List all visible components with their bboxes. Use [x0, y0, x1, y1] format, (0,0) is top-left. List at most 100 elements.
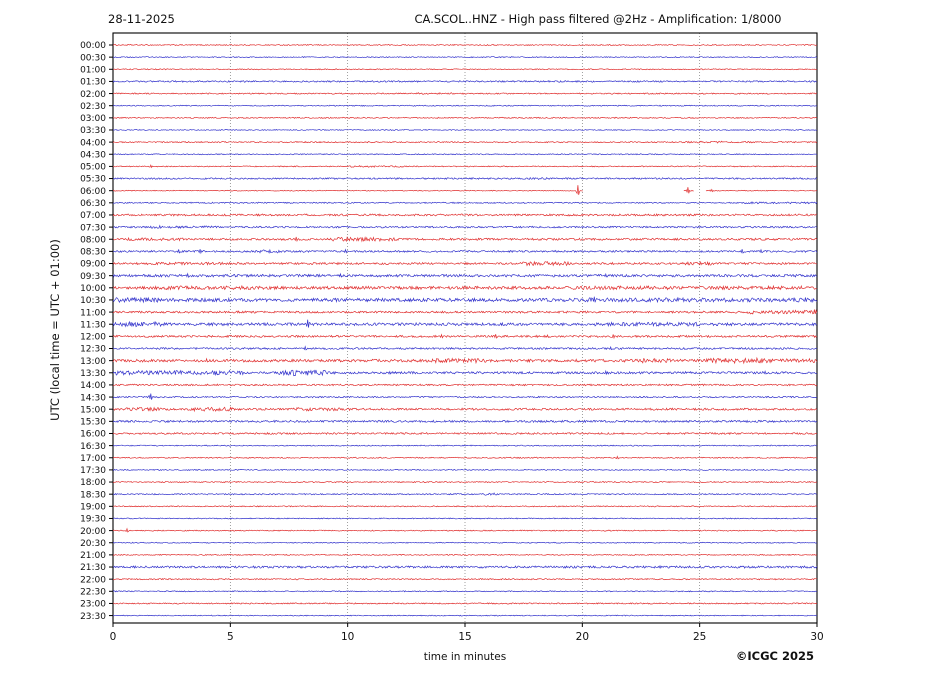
- trace-row-13:30: [112, 369, 818, 377]
- y-tick-label: 07:00: [80, 211, 106, 221]
- y-tick-label: 14:00: [80, 381, 106, 391]
- x-tick-label: 0: [110, 631, 117, 643]
- trace-row-04:00: [112, 140, 818, 144]
- y-tick-label: 00:30: [80, 53, 106, 63]
- trace-row-03:30: [112, 129, 817, 131]
- trace-row-19:00: [112, 505, 817, 508]
- trace-row-01:00: [112, 68, 818, 71]
- trace-row-00:30: [112, 56, 818, 59]
- y-tick-label: 05:00: [80, 163, 106, 173]
- trace-row-08:30: [112, 248, 818, 255]
- trace-row-04:30: [112, 153, 817, 156]
- y-tick-label: 11:00: [80, 308, 106, 318]
- trace-row-12:30: [112, 345, 818, 351]
- y-tick-label: 08:00: [80, 235, 106, 245]
- trace-row-15:30: [112, 419, 818, 424]
- y-tick-label: 12:00: [80, 333, 106, 343]
- trace-row-05:30: [112, 176, 818, 181]
- y-tick-label: 21:30: [80, 563, 106, 573]
- trace-row-15:00: [112, 406, 818, 413]
- y-tick-label: 06:00: [80, 187, 106, 197]
- trace-row-22:00: [112, 578, 817, 581]
- y-tick-label: 22:30: [80, 588, 106, 598]
- y-tick-label: 04:00: [80, 138, 106, 148]
- y-tick-label: 18:30: [80, 490, 106, 500]
- y-tick-label: 03:30: [80, 126, 106, 136]
- y-tick-label: 11:30: [80, 320, 106, 330]
- y-tick-label: 07:30: [80, 223, 106, 233]
- trace-row-19:30: [112, 517, 818, 520]
- y-tick-label: 04:30: [80, 150, 106, 160]
- trace-row-09:00: [112, 260, 817, 267]
- y-tick-label: 20:30: [80, 539, 106, 549]
- trace-row-13:00: [112, 356, 818, 365]
- y-tick-label: 10:00: [80, 284, 106, 294]
- y-tick-label: 23:30: [80, 612, 106, 622]
- y-tick-label: 15:00: [80, 405, 106, 415]
- x-tick-label: 20: [576, 631, 589, 643]
- trace-row-20:00: [112, 527, 818, 533]
- y-tick-label: 13:30: [80, 369, 106, 379]
- trace-row-10:30: [112, 296, 818, 304]
- trace-row-06:00: [112, 185, 817, 195]
- trace-row-23:30: [112, 614, 817, 617]
- trace-row-21:00: [112, 553, 817, 556]
- trace-row-10:00: [112, 284, 817, 291]
- header-title: CA.SCOL..HNZ - High pass filtered @2Hz -…: [414, 12, 782, 26]
- trace-row-18:30: [113, 492, 817, 496]
- y-tick-label: 15:30: [80, 418, 106, 428]
- y-tick-label: 08:30: [80, 248, 106, 258]
- trace-row-11:00: [112, 309, 818, 315]
- y-tick-label: 19:00: [80, 503, 106, 513]
- y-tick-label: 20:00: [80, 527, 106, 537]
- trace-row-20:30: [113, 541, 817, 544]
- trace-row-21:30: [112, 564, 818, 569]
- trace-row-02:30: [112, 104, 818, 107]
- copyright-text: ©ICGC 2025: [735, 649, 814, 663]
- y-tick-label: 05:30: [80, 175, 106, 185]
- y-tick-label: 23:00: [80, 600, 106, 610]
- trace-row-14:00: [112, 383, 818, 387]
- trace-row-03:00: [112, 116, 818, 119]
- x-axis-label: time in minutes: [423, 651, 507, 663]
- x-tick-label: 15: [458, 631, 471, 643]
- header-date: 28-11-2025: [108, 12, 175, 26]
- y-tick-label: 18:00: [80, 478, 106, 488]
- trace-row-09:30: [112, 272, 818, 278]
- x-tick-label: 30: [810, 631, 823, 643]
- trace-row-05:00: [112, 164, 817, 169]
- y-tick-label: 01:00: [80, 65, 106, 75]
- y-tick-label: 14:30: [80, 393, 106, 403]
- trace-row-16:00: [112, 431, 817, 436]
- y-tick-label: 09:30: [80, 272, 106, 282]
- trace-row-23:00: [112, 602, 818, 605]
- x-tick-label: 25: [693, 631, 706, 643]
- y-tick-label: 09:00: [80, 260, 106, 270]
- trace-row-17:30: [112, 468, 818, 471]
- trace-row-01:30: [112, 80, 817, 83]
- y-tick-label: 03:00: [80, 114, 106, 124]
- y-tick-label: 13:00: [80, 357, 106, 367]
- y-tick-label: 16:00: [80, 430, 106, 440]
- y-tick-label: 01:30: [80, 78, 106, 88]
- trace-row-00:00: [112, 43, 817, 47]
- trace-row-07:30: [113, 224, 818, 230]
- y-tick-label: 06:30: [80, 199, 106, 209]
- trace-row-11:30: [112, 319, 818, 328]
- y-tick-label: 12:30: [80, 345, 106, 355]
- y-tick-label: 17:00: [80, 454, 106, 464]
- x-tick-label: 10: [341, 631, 354, 643]
- trace-row-06:30: [112, 201, 818, 205]
- trace-row-22:30: [112, 590, 817, 593]
- trace-row-07:00: [112, 213, 817, 217]
- trace-row-18:00: [112, 480, 817, 484]
- x-tick-label: 5: [227, 631, 234, 643]
- y-tick-label: 16:30: [80, 442, 106, 452]
- trace-row-02:00: [112, 92, 818, 95]
- y-tick-label: 10:30: [80, 296, 106, 306]
- trace-row-08:00: [112, 236, 818, 243]
- y-tick-label: 17:30: [80, 466, 106, 476]
- y-tick-label: 19:30: [80, 515, 106, 525]
